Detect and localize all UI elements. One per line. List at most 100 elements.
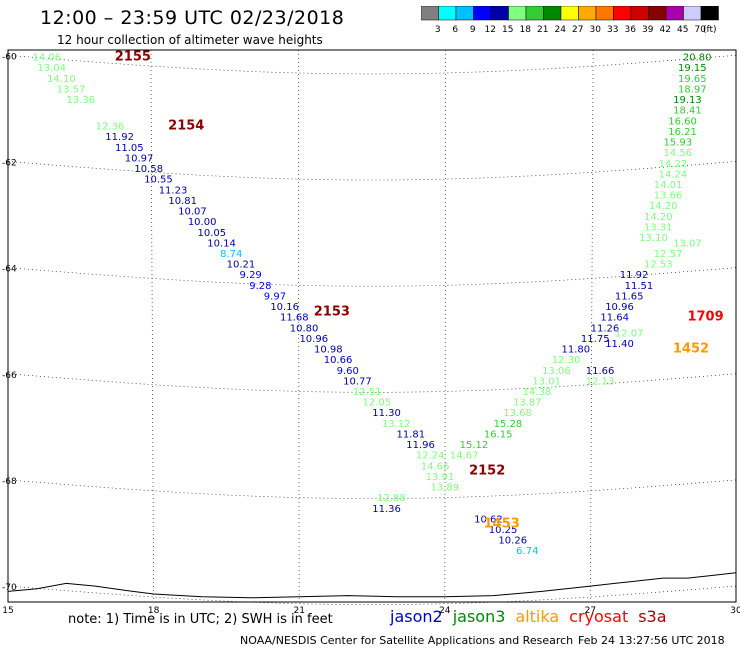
- wave-height-value: 12.05: [363, 398, 392, 409]
- wave-height-value: 13.31: [644, 222, 673, 233]
- wave-height-value: 11.40: [605, 339, 634, 350]
- legend-entry-cryosat: cryosat: [569, 607, 629, 626]
- wave-height-value: 19.13: [673, 95, 702, 106]
- wave-height-value: 14.20: [649, 201, 678, 212]
- wave-height-value: 11.92: [105, 132, 134, 143]
- wave-height-value: 8.74: [220, 249, 242, 260]
- wave-height-value: 11.65: [615, 291, 644, 302]
- wave-height-value: 10.07: [178, 207, 207, 218]
- wave-height-value: 12.57: [654, 249, 683, 260]
- wave-height-value: 14.06: [33, 53, 62, 64]
- wave-height-value: 11.36: [372, 504, 401, 515]
- wave-height-value: 13.01: [532, 376, 561, 387]
- wave-height-value: 6.74: [516, 546, 538, 557]
- colorbar-label: 15: [502, 25, 513, 35]
- wave-height-value: 10.55: [144, 175, 173, 186]
- colorbar-label: 21: [537, 25, 548, 35]
- wave-height-value: 13.68: [503, 408, 532, 419]
- pass-time-label: 1452: [673, 342, 709, 357]
- wave-height-value: 14.01: [654, 180, 683, 191]
- wave-height-value: 11.30: [372, 408, 401, 419]
- map-subtitle: 12 hour collection of altimeter wave hei…: [57, 33, 323, 47]
- colorbar-label: 45: [677, 25, 688, 35]
- wave-height-value: 20.80: [683, 53, 712, 64]
- latitude-label: -60: [2, 52, 17, 62]
- wave-height-value: 14.67: [450, 451, 479, 462]
- wave-height-value: 10.21: [227, 260, 256, 271]
- longitude-label: 18: [148, 606, 160, 616]
- wave-height-value: 10.16: [270, 302, 299, 313]
- wave-height-value: 11.51: [625, 281, 654, 292]
- wave-height-value: 12.24: [416, 451, 445, 462]
- latitude-label: -62: [2, 158, 17, 168]
- colorbar-label: (ft): [703, 25, 717, 35]
- wave-height-value: 12.36: [96, 122, 125, 133]
- wave-height-value: 9.29: [240, 270, 262, 281]
- wave-height-value: 12.07: [615, 329, 644, 340]
- colorbar-label: 33: [607, 25, 618, 35]
- colorbar-label: 70: [695, 25, 707, 35]
- wave-height-value: 18.97: [678, 84, 707, 95]
- wave-height-value: 10.58: [134, 164, 163, 175]
- wave-height-value: 13.04: [37, 63, 66, 74]
- wave-height-value: 15.28: [494, 419, 523, 430]
- legend-entry-jason3: jason3: [452, 607, 506, 626]
- pass-time-label: 2155: [115, 50, 151, 65]
- wave-height-value: 9.28: [249, 281, 271, 292]
- wave-height-value: 10.80: [290, 323, 319, 334]
- latitude-gridline: [7, 55, 737, 75]
- wave-height-value: 14.22: [659, 159, 688, 170]
- longitude-gridline: [297, 49, 300, 603]
- colorbar-label: 9: [470, 25, 476, 35]
- colorbar-swatch: [700, 6, 719, 21]
- map-frame: [7, 49, 737, 603]
- latitude-label: -70: [2, 583, 17, 593]
- wave-height-value: 9.60: [337, 366, 359, 377]
- wave-height-value: 12.53: [644, 260, 673, 271]
- wave-height-value: 10.81: [168, 196, 197, 207]
- credit-line: NOAA/NESDIS Center for Satellite Applica…: [240, 634, 574, 647]
- legend-entry-altika: altika: [515, 607, 560, 626]
- colorbar-label: 39: [642, 25, 654, 35]
- wave-height-value: 11.68: [280, 313, 309, 324]
- longitude-gridline: [444, 49, 447, 603]
- wave-height-value: 13.07: [673, 238, 702, 249]
- longitude-label: 30: [730, 606, 740, 616]
- colorbar-label: 36: [625, 25, 637, 35]
- latitude-gridline: [7, 267, 737, 287]
- wave-height-value: 14.56: [663, 148, 692, 159]
- longitude-label: 15: [2, 606, 13, 616]
- wave-height-value: 10.66: [324, 355, 353, 366]
- colorbar-label: 3: [435, 25, 441, 35]
- wave-height-value: 13.66: [654, 191, 683, 202]
- wave-height-value: 10.00: [188, 217, 217, 228]
- wave-height-value: 11.23: [159, 185, 188, 196]
- pass-time-label: 2154: [168, 119, 204, 134]
- wave-height-value: 11.92: [620, 270, 649, 281]
- pass-time-label: 1709: [687, 310, 723, 325]
- latitude-gridline: [7, 585, 737, 606]
- footer-note: note: 1) Time is in UTC; 2) SWH is in fe…: [68, 612, 333, 627]
- wave-height-value: 11.80: [562, 345, 591, 356]
- wave-height-value: 13.06: [542, 366, 571, 377]
- wave-height-value: 10.25: [489, 525, 518, 536]
- wave-height-value: 13.10: [639, 233, 668, 244]
- longitude-gridline: [590, 49, 594, 603]
- colorbar-label: 27: [572, 25, 583, 35]
- wave-height-value: 9.97: [264, 291, 286, 302]
- legend-entry-jason2: jason2: [390, 607, 443, 626]
- colorbar-label: 24: [555, 25, 567, 35]
- wave-height-value: 14.66: [421, 461, 450, 472]
- wave-height-value: 13.87: [513, 398, 542, 409]
- wave-height-value: 11.26: [591, 323, 620, 334]
- wave-height-value: 12.51: [353, 387, 382, 398]
- wave-height-value: 12.13: [586, 376, 615, 387]
- wave-height-value: 16.21: [668, 127, 697, 138]
- wave-height-value: 13.12: [382, 419, 411, 430]
- wave-height-value: 11.75: [581, 334, 610, 345]
- wave-height-value: 13.36: [66, 95, 95, 106]
- wave-height-value: 10.98: [314, 345, 343, 356]
- latitude-gridline: [7, 479, 737, 499]
- wave-height-value: 14.10: [47, 74, 76, 85]
- wave-height-value: 19.15: [678, 63, 707, 74]
